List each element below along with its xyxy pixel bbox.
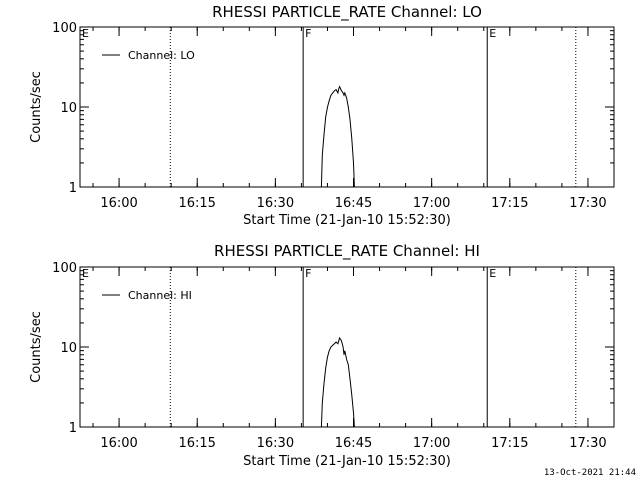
x-tick-label: 16:00 <box>100 436 137 451</box>
y-tick-label: 10 <box>60 341 77 356</box>
y-axis-label: Counts/sec <box>29 71 44 143</box>
x-tick-label: 16:45 <box>335 196 372 211</box>
y-tick-label: 100 <box>52 21 77 36</box>
x-tick-label: 17:15 <box>491 196 528 211</box>
y-axis-label: Counts/sec <box>29 311 44 383</box>
y-tick-label: 1 <box>69 181 77 196</box>
event-marker-label: E <box>82 267 89 280</box>
x-tick-label: 17:30 <box>569 436 606 451</box>
x-tick-label: 16:15 <box>178 196 215 211</box>
x-tick-label: 17:00 <box>413 436 450 451</box>
series-line <box>320 336 355 428</box>
y-tick-label: 100 <box>52 261 77 276</box>
x-tick-label: 16:00 <box>100 196 137 211</box>
timestamp-footer: 13-Oct-2021 21:44 <box>544 468 636 478</box>
y-tick-label: 1 <box>69 421 77 436</box>
x-axis-label: Start Time (21-Jan-10 15:52:30) <box>243 454 451 469</box>
x-axis-label: Start Time (21-Jan-10 15:52:30) <box>243 213 451 228</box>
chart-title: RHESSI PARTICLE_RATE Channel: LO <box>212 3 482 22</box>
legend-label: Channel: LO <box>128 49 195 62</box>
series-line <box>320 85 355 188</box>
event-marker-label: E <box>489 267 496 280</box>
x-tick-label: 17:00 <box>413 196 450 211</box>
event-marker-label: E <box>489 27 496 40</box>
event-marker-label: E <box>82 27 89 40</box>
event-marker-label: F <box>305 267 311 280</box>
x-tick-label: 16:15 <box>178 436 215 451</box>
x-tick-label: 16:30 <box>257 436 294 451</box>
x-tick-label: 16:30 <box>257 196 294 211</box>
legend-label: Channel: HI <box>128 289 192 302</box>
event-marker-label: F <box>305 27 311 40</box>
chart-title: RHESSI PARTICLE_RATE Channel: HI <box>214 242 480 261</box>
y-tick-label: 10 <box>60 101 77 116</box>
x-tick-label: 17:30 <box>569 196 606 211</box>
lo-channel-panel: RHESSI PARTICLE_RATE Channel: LO 1 10 100 16… <box>29 3 615 228</box>
x-tick-label: 16:45 <box>335 436 372 451</box>
hi-channel-panel: RHESSI PARTICLE_RATE Channel: HI 1 10 100 16… <box>29 242 615 469</box>
x-tick-label: 17:15 <box>491 436 528 451</box>
